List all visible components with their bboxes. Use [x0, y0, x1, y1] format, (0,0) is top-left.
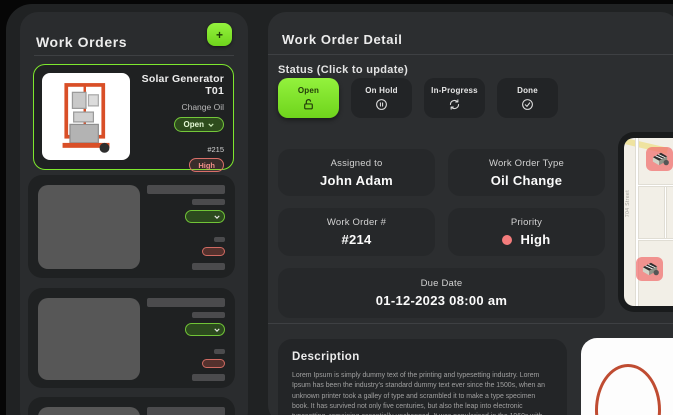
- equipment-map-marker[interactable]: [646, 147, 673, 171]
- card-work-order-number: #215: [207, 145, 224, 154]
- title-placeholder: [147, 185, 225, 194]
- work-order-card-skeleton[interactable]: [28, 175, 235, 278]
- field-label: Priority: [510, 217, 543, 228]
- status-button-label: Done: [517, 85, 538, 95]
- sync-icon: [449, 98, 460, 110]
- equipment-map-marker[interactable]: [636, 257, 663, 281]
- field-label: Assigned to: [330, 157, 383, 169]
- map-street: [664, 187, 667, 239]
- card-subtitle: Change Oil: [181, 102, 224, 112]
- generator-marker-icon: [652, 152, 669, 166]
- priority-badge-placeholder: [202, 359, 225, 368]
- priority-dot: [502, 234, 513, 245]
- work-order-card-selected[interactable]: Solar Generator T01 Change Oil Open #215…: [33, 64, 234, 195]
- status-dropdown-placeholder[interactable]: [185, 210, 225, 223]
- card-title: Solar Generator T01: [141, 73, 224, 97]
- add-work-order-button[interactable]: +: [207, 23, 232, 46]
- work-order-card-skeleton[interactable]: [28, 397, 235, 415]
- field-value: #214: [341, 232, 372, 247]
- priority-value: High: [520, 232, 551, 247]
- detail-title: Work Order Detail: [282, 32, 403, 47]
- status-button-label: On Hold: [365, 85, 398, 95]
- field-label: Work Order #: [326, 217, 387, 228]
- priority-badge-placeholder: [202, 247, 225, 256]
- subtitle-placeholder: [192, 312, 225, 318]
- status-button-label: Open: [297, 85, 320, 95]
- work-order-card-skeleton[interactable]: [28, 288, 235, 388]
- equipment-frame-partial: [595, 364, 661, 415]
- status-button-on-hold[interactable]: On Hold: [351, 78, 412, 118]
- status-button-open[interactable]: Open: [278, 78, 339, 118]
- chevron-down-icon: [208, 122, 214, 127]
- field-label: Due Date: [420, 278, 463, 289]
- chevron-down-icon: [214, 327, 220, 332]
- map-street: [635, 138, 639, 306]
- map-street: [638, 184, 673, 187]
- card-status-dropdown[interactable]: Open: [173, 117, 224, 132]
- card-priority-badge: High: [189, 158, 224, 172]
- pause-circle-icon: [376, 98, 387, 110]
- plus-icon: +: [215, 27, 223, 42]
- chevron-down-icon: [214, 214, 220, 219]
- status-button-in-progress[interactable]: In-Progress: [424, 78, 485, 118]
- number-placeholder: [214, 349, 225, 354]
- field-label: Work Order Type: [489, 157, 564, 169]
- field-due-date: Due Date 01-12-2023 08:00 am: [278, 268, 605, 318]
- image-placeholder: [38, 407, 140, 415]
- skeleton-info-column: [145, 407, 225, 415]
- field-value: John Adam: [319, 172, 393, 188]
- description-title: Description: [292, 351, 360, 363]
- map-street: [638, 238, 673, 241]
- card-info-column: Solar Generator T01 Change Oil Open #215…: [134, 73, 224, 195]
- generator-marker-icon: [642, 262, 659, 276]
- status-button-row: Open On Hold In-Progress: [278, 78, 558, 118]
- unlock-icon: [304, 98, 313, 109]
- divider: [268, 323, 673, 324]
- skeleton-info-column: [145, 185, 225, 270]
- map-card: 704 Street: [618, 132, 673, 312]
- requested-placeholder: [192, 374, 225, 381]
- field-assigned-to: Assigned to John Adam: [278, 149, 435, 196]
- detail-fields: Assigned to John Adam Work Order Type Oi…: [278, 149, 605, 318]
- equipment-image: [42, 73, 130, 160]
- field-priority: Priority High: [448, 208, 605, 256]
- status-section-label: Status (Click to update): [278, 64, 409, 76]
- field-value: High: [502, 232, 550, 247]
- image-placeholder: [38, 185, 140, 269]
- work-orders-sidebar: Work Orders + Solar Generator T01: [20, 12, 248, 415]
- status-dropdown-placeholder[interactable]: [185, 323, 225, 336]
- sidebar-title: Work Orders: [36, 34, 128, 50]
- divider: [268, 54, 673, 55]
- field-work-order-type: Work Order Type Oil Change: [448, 149, 605, 196]
- status-button-label: In-Progress: [431, 85, 478, 95]
- description-card: Description Lorem Ipsum is simply dummy …: [278, 339, 567, 415]
- map-street-label: 704 Street: [625, 190, 631, 218]
- title-placeholder: [147, 407, 225, 415]
- field-value: 01-12-2023 08:00 am: [375, 293, 508, 308]
- title-placeholder: [147, 298, 225, 307]
- map[interactable]: 704 Street: [624, 138, 673, 306]
- check-circle-icon: [522, 98, 533, 110]
- requested-placeholder: [192, 263, 225, 270]
- subtitle-placeholder: [192, 199, 225, 205]
- image-placeholder: [38, 298, 140, 380]
- solar-generator-illustration: [62, 82, 110, 153]
- equipment-preview-card: [581, 338, 673, 415]
- number-placeholder: [214, 237, 225, 242]
- status-button-done[interactable]: Done: [497, 78, 558, 118]
- skeleton-info-column: [145, 298, 225, 381]
- sidebar-divider: [34, 55, 234, 56]
- field-work-order-number: Work Order # #214: [278, 208, 435, 256]
- description-text: Lorem Ipsum is simply dummy text of the …: [292, 372, 545, 415]
- card-status-label: Open: [183, 120, 204, 129]
- field-value: Oil Change: [490, 172, 563, 188]
